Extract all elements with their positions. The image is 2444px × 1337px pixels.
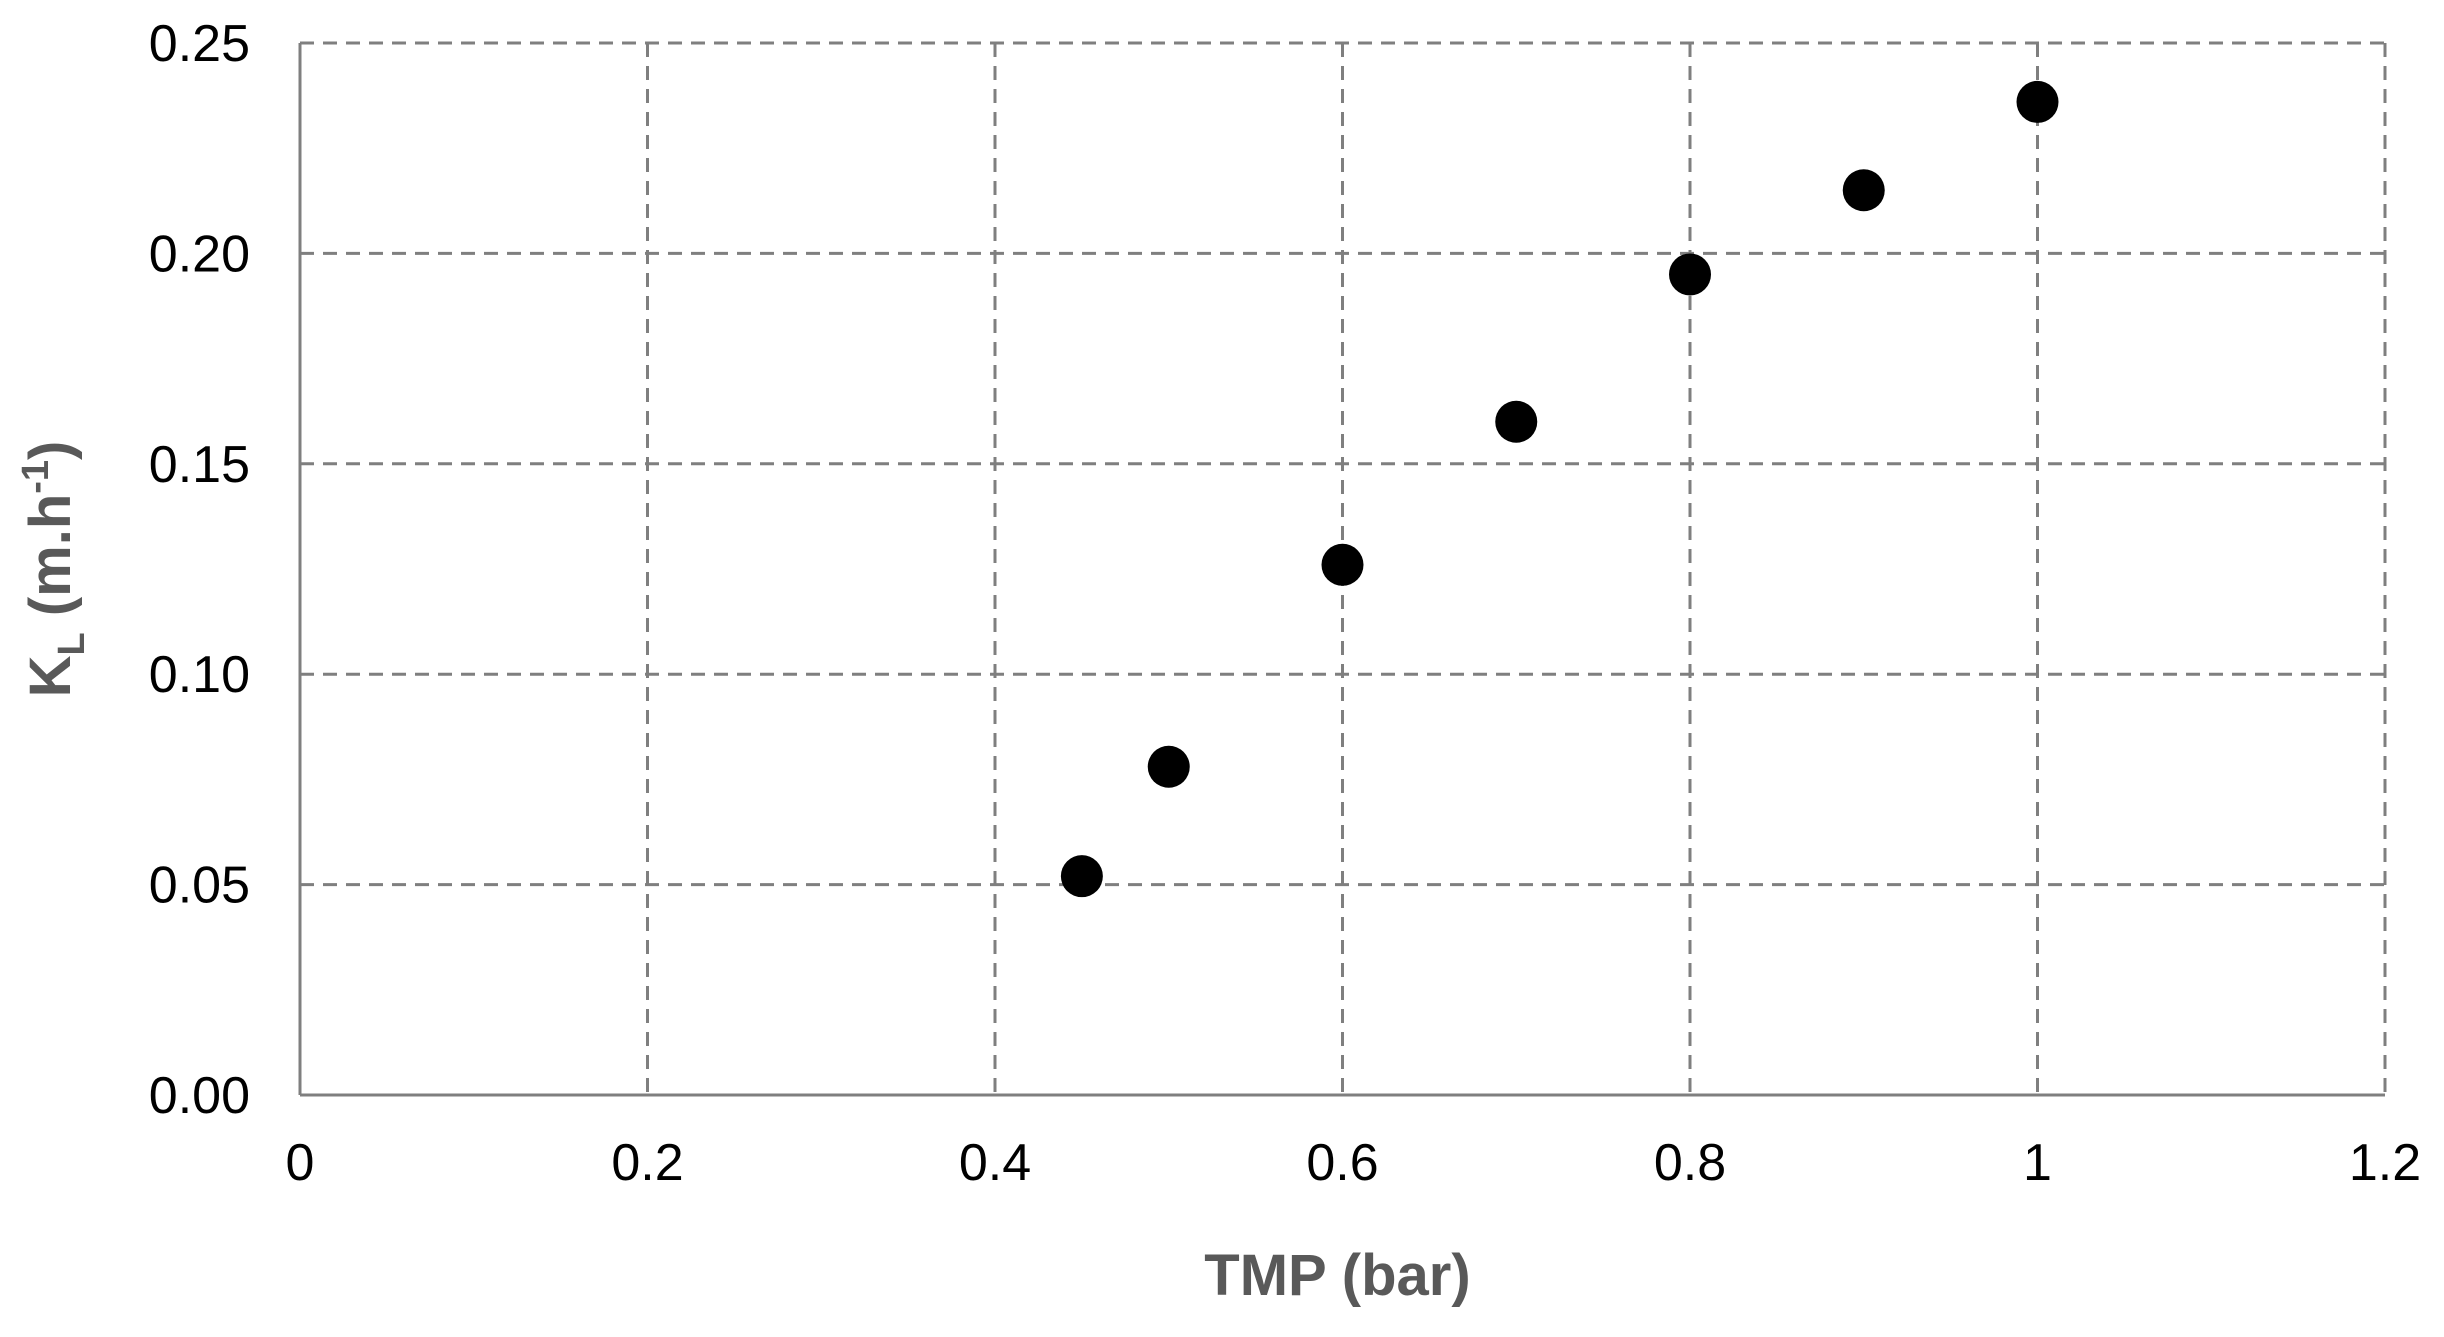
y-tick-label: 0.05 xyxy=(149,857,250,915)
x-tick-label: 0.6 xyxy=(1306,1134,1378,1192)
x-tick-label: 0.4 xyxy=(959,1134,1031,1192)
tick-labels: 0 0.2 0.4 0.6 0.8 1 1.2 0.00 0.05 0.10 0.15 0.20 0.2… xyxy=(149,15,2421,1192)
x-tick-label: 0 xyxy=(286,1134,315,1192)
grid xyxy=(300,41,2387,1095)
axes xyxy=(298,43,2385,1097)
data-point xyxy=(1060,855,1103,898)
y-tick-label: 0.25 xyxy=(149,15,250,73)
data-point xyxy=(1321,543,1364,586)
data-points xyxy=(1060,80,2059,898)
y-axis-title-unit: (m.h xyxy=(18,494,83,633)
y-axis-title-unit-close: ) xyxy=(18,441,83,460)
y-tick-label: 0.10 xyxy=(149,646,250,704)
data-point xyxy=(1495,400,1538,443)
x-tick-label: 1 xyxy=(2023,1134,2052,1192)
data-point xyxy=(2016,80,2059,123)
y-axis-title-superscript: -1 xyxy=(15,460,57,494)
y-tick-label: 0.00 xyxy=(149,1067,250,1125)
x-tick-label: 0.2 xyxy=(611,1134,683,1192)
x-axis-title: TMP (bar) xyxy=(1204,1243,1470,1308)
x-tick-label: 0.8 xyxy=(1654,1134,1726,1192)
y-tick-label: 0.20 xyxy=(149,225,250,283)
y-tick-label: 0.15 xyxy=(149,436,250,494)
data-point xyxy=(1147,745,1190,788)
y-axis-title-base: K xyxy=(18,655,83,697)
y-axis-title-subscript: L xyxy=(51,632,93,655)
data-point xyxy=(1842,169,1885,212)
data-point xyxy=(1669,253,1711,296)
x-tick-label: 1.2 xyxy=(2349,1134,2421,1192)
y-axis-title: KL (m.h-1) xyxy=(15,441,93,698)
